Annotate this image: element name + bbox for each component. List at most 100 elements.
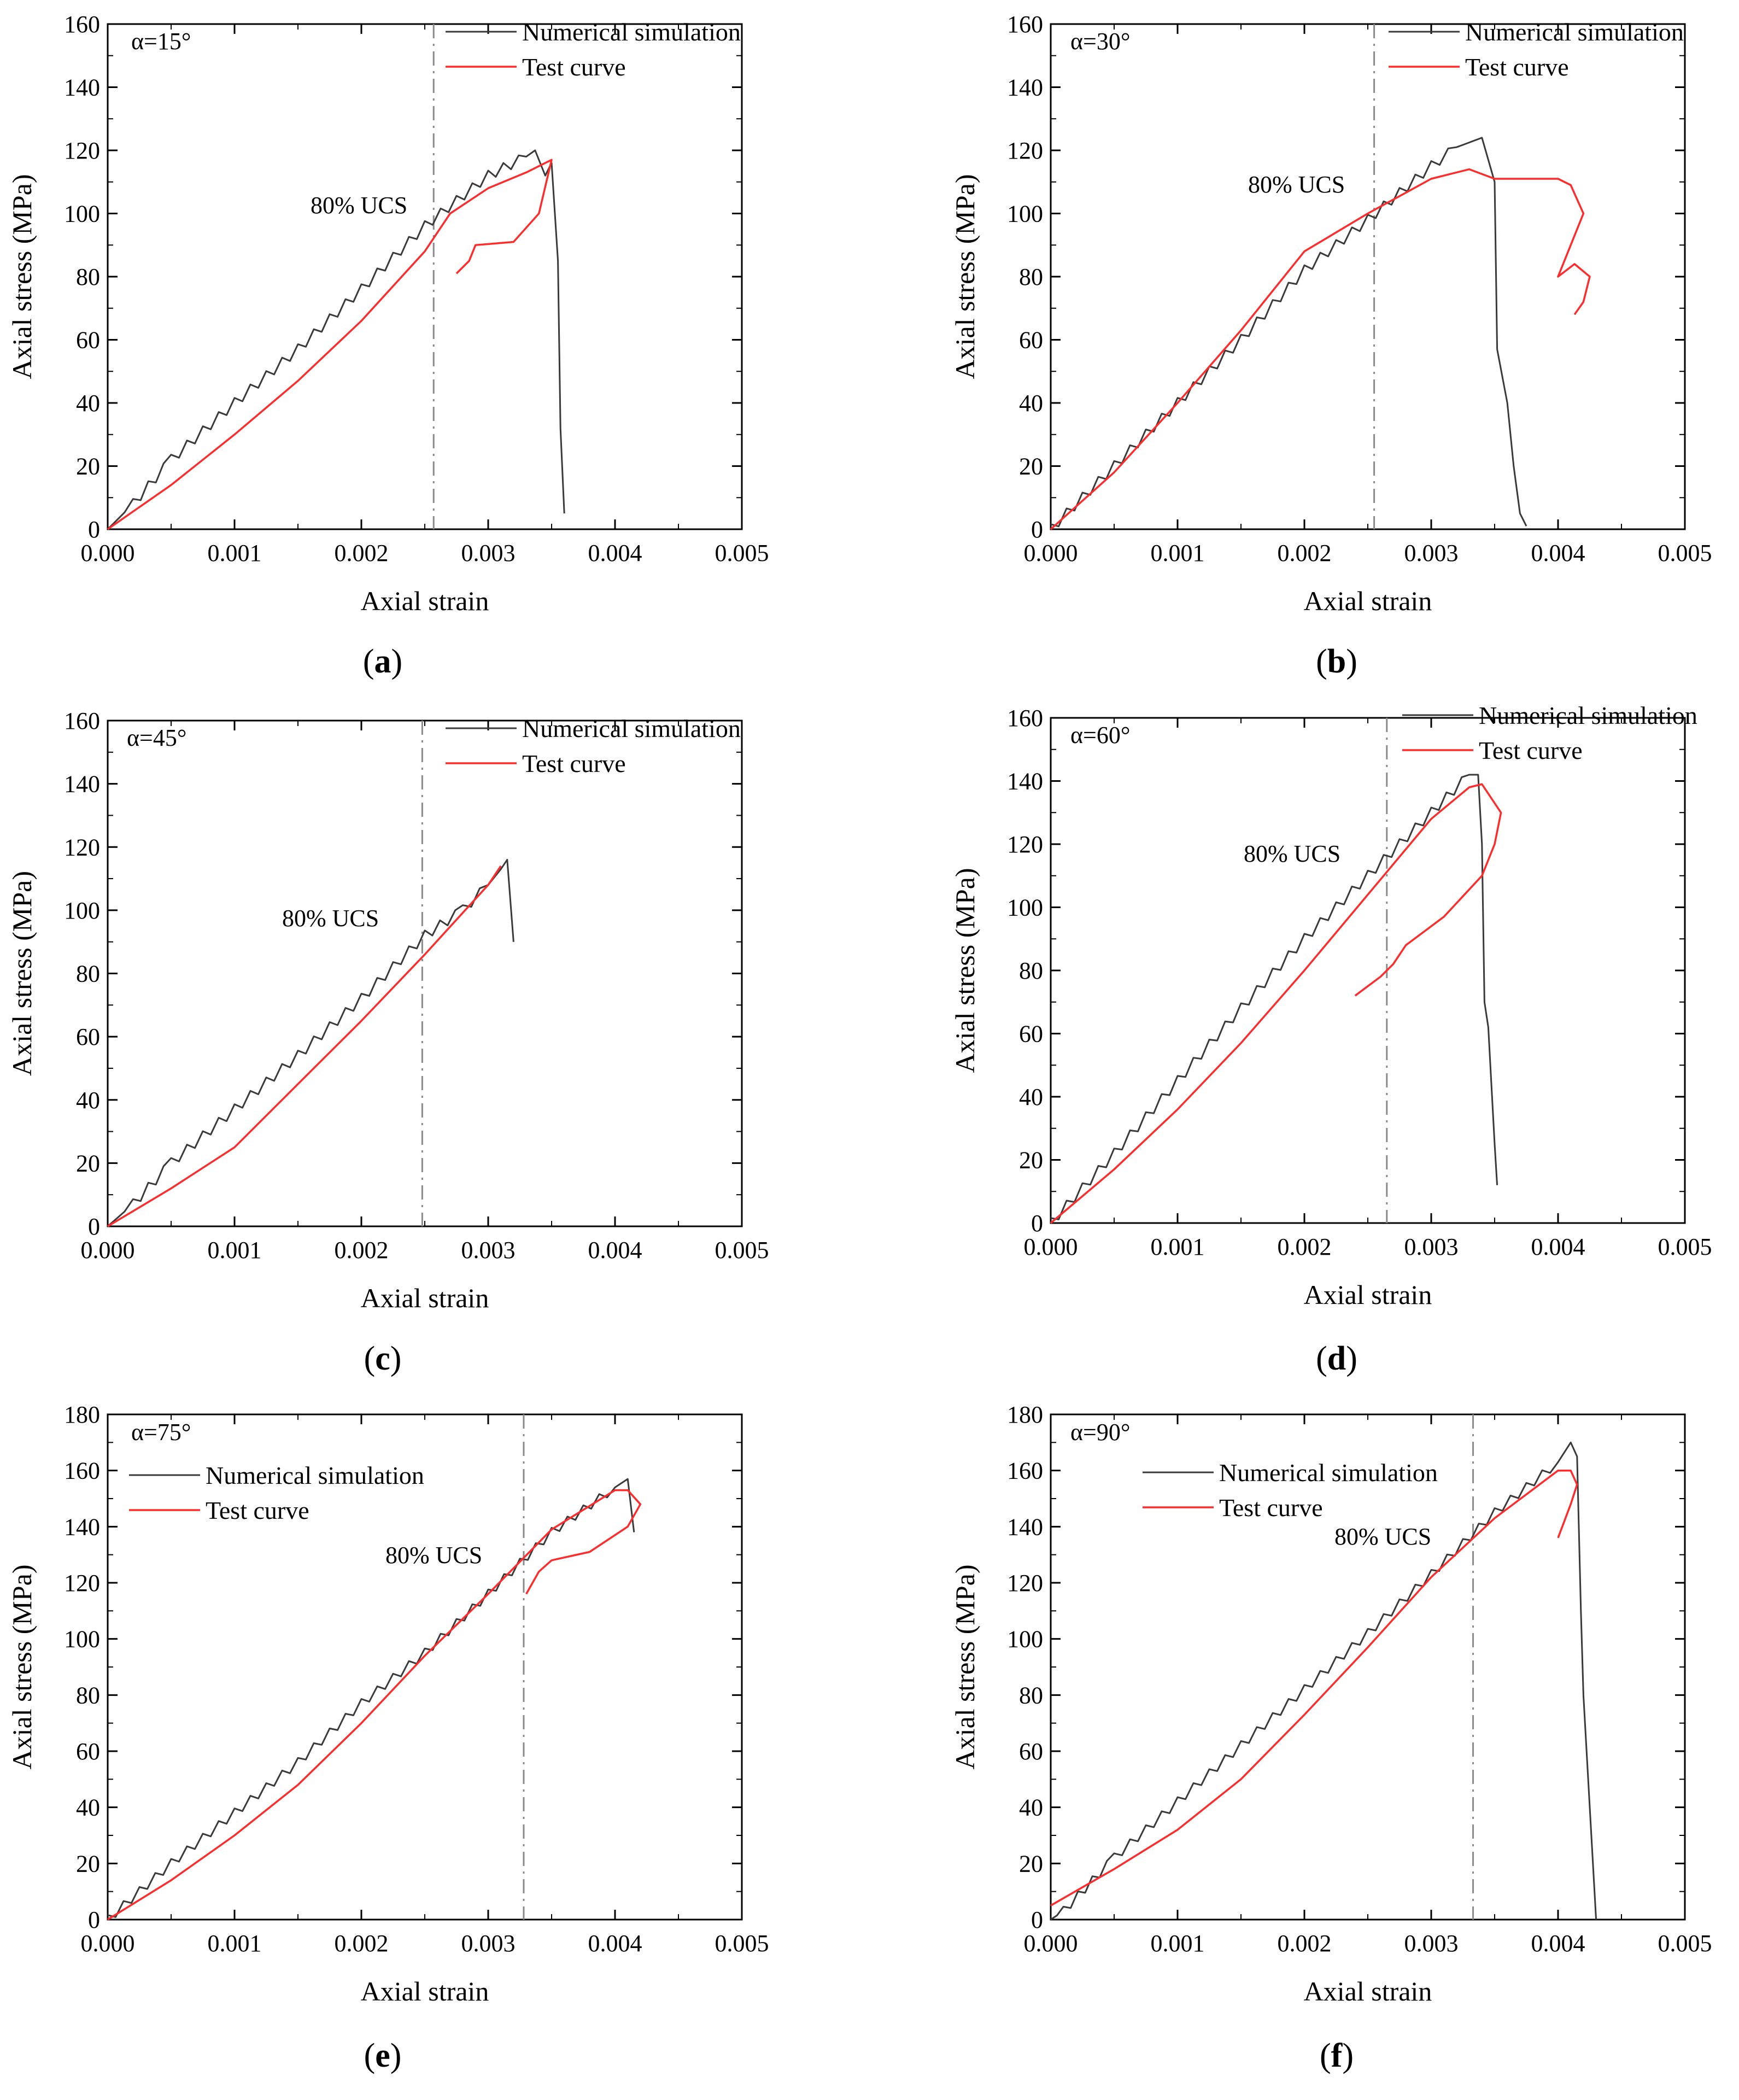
x-tick-label: 0.003 bbox=[461, 540, 516, 566]
legend-test-label: Test curve bbox=[1219, 1494, 1323, 1522]
legend-test-label: Test curve bbox=[206, 1496, 309, 1524]
y-tick-label: 40 bbox=[1019, 1084, 1043, 1110]
panel-label: (e) bbox=[364, 2037, 402, 2074]
ucs-label: 80% UCS bbox=[1334, 1523, 1431, 1550]
y-tick-label: 160 bbox=[64, 1458, 100, 1484]
x-tick-label: 0.002 bbox=[335, 1930, 389, 1957]
panel-label-close: ) bbox=[390, 2037, 402, 2074]
y-tick-label: 80 bbox=[1019, 264, 1043, 290]
y-tick-label: 120 bbox=[1007, 137, 1043, 164]
y-tick-label: 80 bbox=[1019, 1682, 1043, 1709]
x-tick-label: 0.003 bbox=[461, 1237, 516, 1263]
y-tick-label: 160 bbox=[1007, 705, 1043, 732]
y-tick-label: 120 bbox=[64, 137, 100, 164]
x-tick-label: 0.002 bbox=[335, 540, 389, 566]
y-tick-label: 0 bbox=[1031, 1210, 1043, 1237]
legend-simulation-label: Numerical simulation bbox=[522, 715, 741, 742]
x-tick-label: 0.005 bbox=[1658, 1233, 1712, 1260]
ucs-label: 80% UCS bbox=[385, 1542, 482, 1569]
y-tick-label: 160 bbox=[64, 707, 100, 734]
y-tick-label: 120 bbox=[1007, 831, 1043, 858]
y-tick-label: 20 bbox=[76, 1850, 100, 1877]
y-tick-label: 140 bbox=[1007, 768, 1043, 795]
chart-panel-e: 0.000 0.001 0.002 0.003 0.004 0.005 0 20 40 60 80 1… bbox=[7, 1401, 769, 2074]
y-tick-label: 140 bbox=[1007, 1513, 1043, 1540]
y-tick-label: 180 bbox=[64, 1401, 100, 1428]
test-series-line bbox=[107, 1489, 642, 1921]
panel-label-close: ) bbox=[1342, 2037, 1354, 2074]
x-tick-label: 0.002 bbox=[1278, 540, 1332, 566]
legend-simulation-label: Numerical simulation bbox=[1479, 701, 1697, 729]
y-tick-label: 120 bbox=[64, 1570, 100, 1596]
y-tick-label: 120 bbox=[64, 834, 100, 861]
panel-label-letter: b bbox=[1327, 643, 1346, 680]
panel-label-open: ( bbox=[363, 643, 374, 680]
angle-label: α=90° bbox=[1070, 1419, 1130, 1446]
y-tick-label: 0 bbox=[1031, 516, 1043, 543]
panel-label-open: ( bbox=[364, 2037, 376, 2074]
x-tick-label: 0.005 bbox=[1658, 540, 1712, 566]
y-tick-label: 0 bbox=[88, 516, 100, 543]
test-series-line bbox=[1050, 1469, 1578, 1906]
y-tick-label: 60 bbox=[1019, 1738, 1043, 1765]
y-tick-label: 160 bbox=[1007, 11, 1043, 38]
y-tick-label: 60 bbox=[1019, 1021, 1043, 1048]
ucs-label: 80% UCS bbox=[1244, 840, 1340, 867]
panel-label: (c) bbox=[364, 1340, 402, 1377]
simulation-series-line bbox=[107, 149, 565, 530]
legend-simulation-label: Numerical simulation bbox=[522, 18, 741, 46]
x-tick-label: 0.000 bbox=[81, 1237, 135, 1263]
panel-label-letter: d bbox=[1327, 1340, 1346, 1377]
x-tick-label: 0.003 bbox=[1404, 1930, 1459, 1957]
panel-label-close: ) bbox=[1346, 1340, 1357, 1377]
plot-frame bbox=[107, 1413, 743, 1921]
legend-test-label: Test curve bbox=[522, 53, 626, 81]
test-series-line bbox=[1050, 168, 1591, 530]
y-tick-label: 60 bbox=[76, 1023, 100, 1050]
y-tick-label: 140 bbox=[1007, 74, 1043, 101]
chart-panel-b: 0.000 0.001 0.002 0.003 0.004 0.005 0 20 40 60 80 1… bbox=[950, 11, 1712, 680]
y-tick-label: 20 bbox=[1019, 453, 1043, 480]
y-tick-label: 40 bbox=[1019, 390, 1043, 417]
angle-label: α=15° bbox=[131, 28, 191, 55]
y-tick-label: 140 bbox=[64, 771, 100, 798]
y-tick-label: 100 bbox=[64, 1626, 100, 1653]
x-tick-label: 0.000 bbox=[81, 1930, 135, 1957]
x-tick-label: 0.004 bbox=[588, 1930, 642, 1957]
chart-panel-d: 0.000 0.001 0.002 0.003 0.004 0.005 0 20 40 60 80 1… bbox=[950, 701, 1712, 1377]
plot-frame bbox=[107, 23, 743, 530]
x-tick-label: 0.004 bbox=[1531, 540, 1585, 566]
ucs-label: 80% UCS bbox=[1248, 171, 1345, 198]
y-tick-label: 80 bbox=[76, 1682, 100, 1709]
y-tick-label: 100 bbox=[64, 201, 100, 227]
y-tick-label: 40 bbox=[76, 1794, 100, 1821]
y-axis-title: Axial stress (MPa) bbox=[7, 1565, 37, 1770]
panel-label-close: ) bbox=[391, 643, 403, 680]
y-tick-label: 0 bbox=[88, 1906, 100, 1933]
y-tick-label: 40 bbox=[1019, 1794, 1043, 1821]
legend-test-label: Test curve bbox=[522, 750, 626, 777]
legend-simulation-label: Numerical simulation bbox=[1219, 1459, 1438, 1487]
x-tick-label: 0.001 bbox=[1151, 1930, 1205, 1957]
plot-frame bbox=[107, 720, 743, 1227]
ucs-label: 80% UCS bbox=[282, 905, 379, 932]
x-tick-label: 0.004 bbox=[588, 540, 642, 566]
x-tick-label: 0.005 bbox=[715, 540, 769, 566]
y-tick-label: 100 bbox=[64, 897, 100, 924]
y-tick-label: 0 bbox=[1031, 1906, 1043, 1933]
panel-label-open: ( bbox=[364, 1340, 376, 1377]
test-series-line bbox=[107, 159, 553, 530]
x-tick-label: 0.002 bbox=[335, 1237, 389, 1263]
y-axis-title: Axial stress (MPa) bbox=[950, 174, 980, 379]
y-tick-label: 20 bbox=[76, 1150, 100, 1177]
y-axis-title: Axial stress (MPa) bbox=[7, 174, 37, 379]
y-tick-label: 180 bbox=[1007, 1401, 1043, 1428]
y-tick-label: 80 bbox=[1019, 957, 1043, 984]
x-tick-label: 0.004 bbox=[1531, 1233, 1585, 1260]
legend-simulation-label: Numerical simulation bbox=[1465, 18, 1684, 46]
x-axis-title: Axial strain bbox=[361, 586, 489, 616]
y-tick-label: 40 bbox=[76, 390, 100, 417]
x-tick-label: 0.002 bbox=[1278, 1233, 1332, 1260]
chart-panel-a: 0.000 0.001 0.002 0.003 0.004 0.005 0 20 40 60 80 1… bbox=[7, 11, 769, 680]
legend-test-label: Test curve bbox=[1479, 736, 1583, 764]
